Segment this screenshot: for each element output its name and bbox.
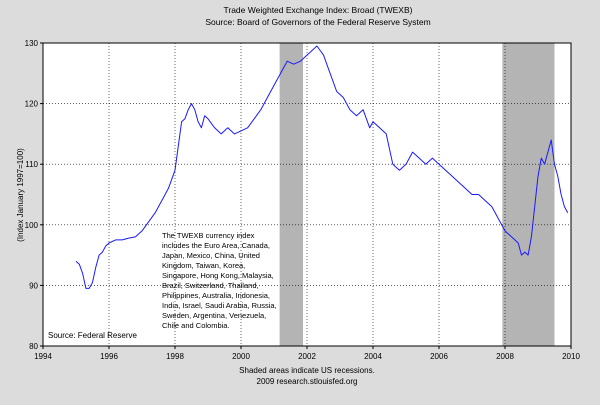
annotation-line-6: Philippines, Australia, Indonesia, bbox=[162, 291, 270, 300]
y-tick-label-4: 120 bbox=[25, 100, 39, 109]
y-tick-label-5: 130 bbox=[25, 39, 39, 48]
x-tick-label-8: 2010 bbox=[562, 352, 580, 361]
footer-url: 2009 research.stlouisfed.org bbox=[257, 377, 358, 386]
annotation-line-8: Sweden, Argentina, Venezuela, bbox=[162, 311, 266, 320]
annotation-line-2: Japan, Mexico, China, United bbox=[162, 251, 260, 260]
recession-band-0 bbox=[279, 43, 304, 346]
footer-recession-note: Shaded areas indicate US recessions. bbox=[239, 366, 375, 375]
annotation-line-3: Kingdom, Taiwan, Korea, bbox=[162, 261, 245, 270]
annotation-line-0: The TWEXB currency index bbox=[162, 231, 255, 240]
annotation-line-1: includes the Euro Area, Canada, bbox=[162, 241, 270, 250]
x-tick-label-6: 2006 bbox=[430, 352, 448, 361]
chart-subtitle: Source: Board of Governors of the Federa… bbox=[205, 17, 430, 27]
x-tick-label-3: 2000 bbox=[232, 352, 250, 361]
source-note: Source: Federal Reserve bbox=[48, 331, 137, 340]
recession-bands bbox=[279, 43, 555, 346]
y-tick-label-2: 100 bbox=[25, 221, 39, 230]
x-tick-labels: 1994 1996 1998 2000 2002 2004 2006 2008 2010 bbox=[34, 346, 580, 361]
y-tick-label-3: 110 bbox=[25, 160, 38, 169]
recession-band-1 bbox=[502, 43, 555, 346]
x-tick-label-4: 2002 bbox=[298, 352, 316, 361]
x-tick-label-2: 1998 bbox=[166, 352, 184, 361]
x-tick-label-1: 1996 bbox=[100, 352, 118, 361]
y-tick-labels: 80 90 100 110 120 130 bbox=[25, 39, 43, 351]
y-axis-label: (Index January 1997=100) bbox=[16, 148, 25, 242]
chart-title: Trade Weighted Exchange Index: Broad (TW… bbox=[224, 5, 413, 15]
annotation-line-7: India, Israel, Saudi Arabia, Russia, bbox=[162, 301, 277, 310]
y-tick-label-1: 90 bbox=[29, 281, 38, 290]
x-tick-label-0: 1994 bbox=[34, 352, 52, 361]
y-tick-label-0: 80 bbox=[29, 342, 38, 351]
series-layer bbox=[75, 45, 569, 289]
x-tick-label-7: 2008 bbox=[496, 352, 514, 361]
annotation-line-5: Brazil, Switzerland, Thailand, bbox=[162, 281, 259, 290]
annotation-line-4: Singapore, Hong Kong, Malaysia, bbox=[162, 271, 274, 280]
x-tick-label-5: 2004 bbox=[364, 352, 382, 361]
series-line-0 bbox=[75, 45, 569, 289]
annotation-line-9: Chile and Colombia. bbox=[162, 321, 230, 330]
